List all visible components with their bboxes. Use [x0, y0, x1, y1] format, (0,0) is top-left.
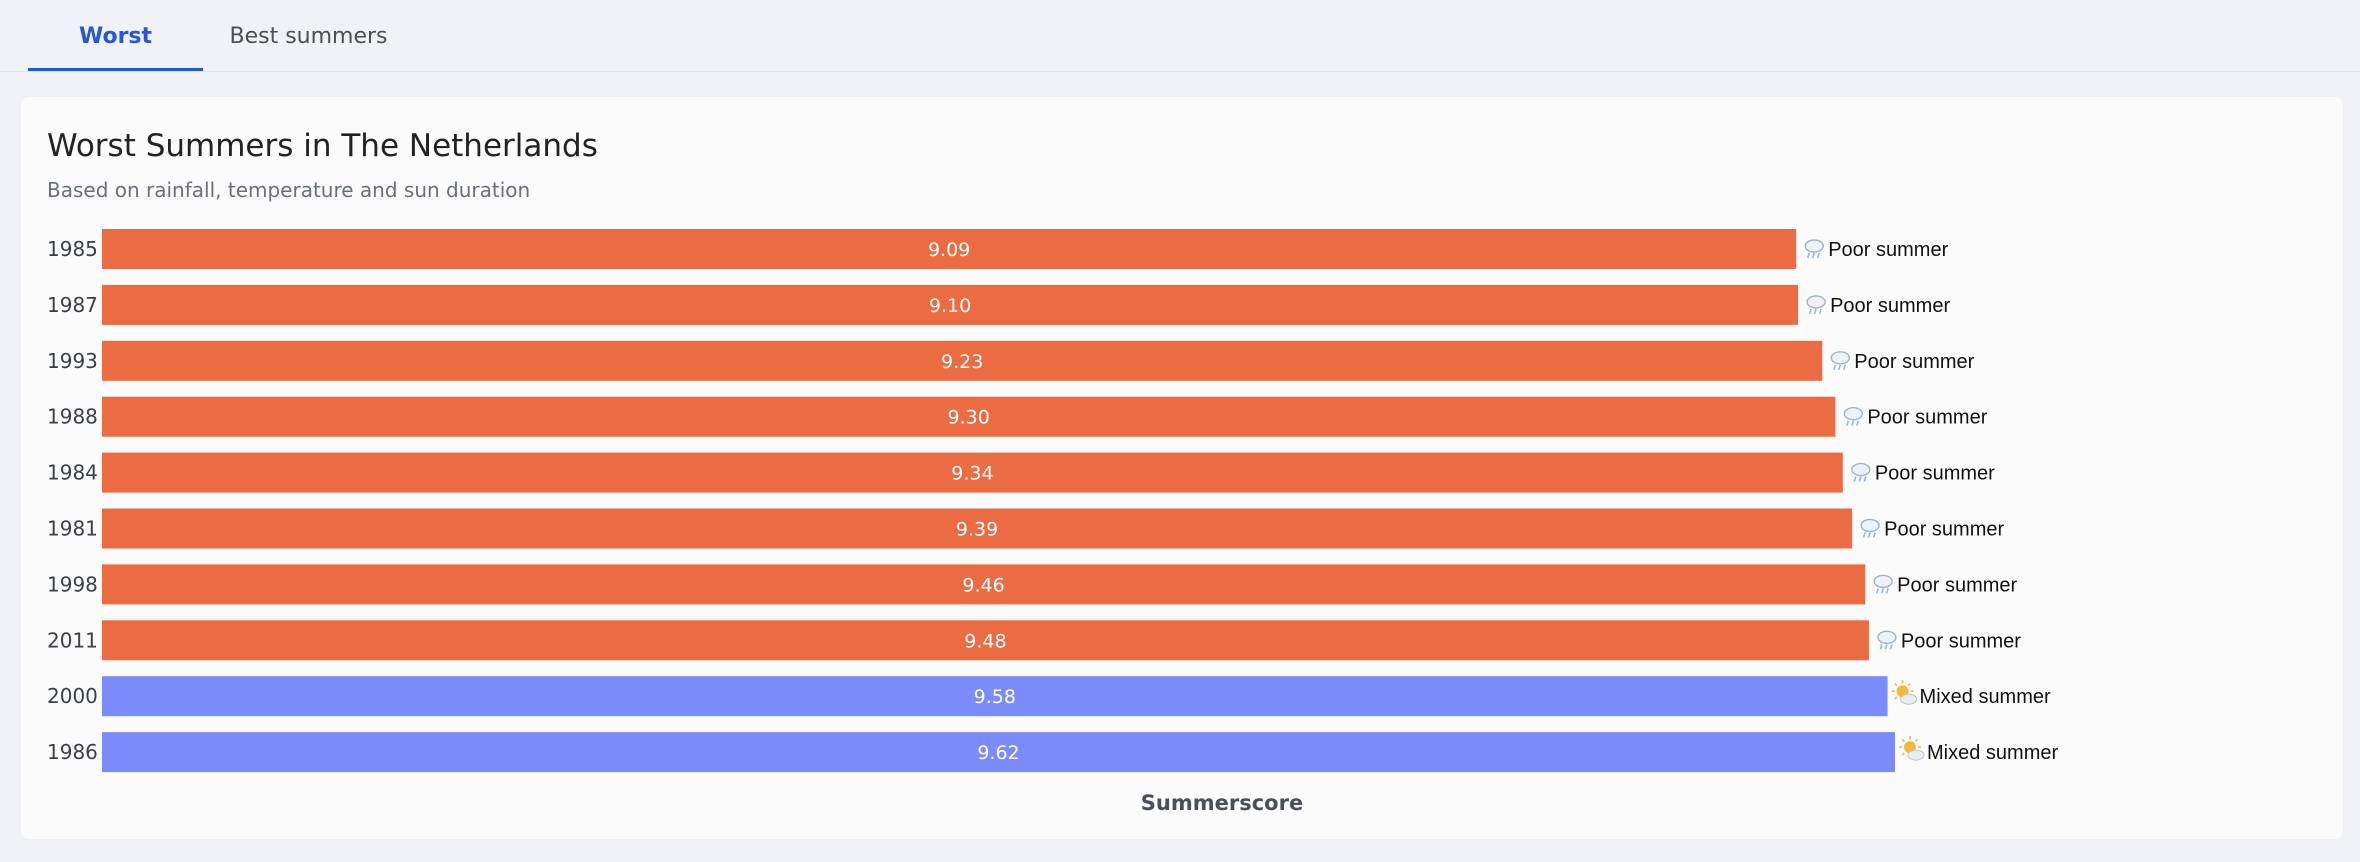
- y-tick-label: 1988: [47, 405, 98, 429]
- bar[interactable]: [102, 732, 1895, 773]
- rain-cloud-icon: [1860, 518, 1880, 538]
- bar-value-label: 9.62: [977, 742, 1019, 764]
- class-label: Poor summer: [1884, 519, 2004, 541]
- bar-value-label: 9.23: [941, 351, 983, 373]
- bar-value-label: 9.10: [929, 295, 971, 317]
- y-tick-label: 1984: [47, 461, 98, 485]
- active-tab-indicator: [28, 68, 203, 71]
- y-tick-label: 1986: [47, 740, 98, 764]
- class-label: Poor summer: [1897, 574, 2017, 596]
- y-tick-label: 1987: [47, 293, 98, 317]
- bar[interactable]: [102, 284, 1799, 325]
- class-label: Poor summer: [1830, 295, 1950, 317]
- class-label: Poor summer: [1828, 239, 1948, 261]
- bar[interactable]: [102, 620, 1869, 661]
- class-label: Poor summer: [1875, 463, 1995, 485]
- x-axis-label: Summerscore: [1141, 791, 1303, 815]
- bar[interactable]: [102, 229, 1797, 269]
- class-label: Poor summer: [1901, 630, 2021, 652]
- bar[interactable]: [102, 564, 1866, 605]
- bar-value-label: 9.09: [928, 239, 970, 261]
- chart-title: Worst Summers in The Netherlands: [47, 128, 598, 164]
- bar[interactable]: [102, 676, 1888, 717]
- y-tick-label: 1985: [47, 237, 98, 261]
- rain-cloud-icon: [1873, 574, 1893, 594]
- y-tick-label: 1993: [47, 349, 98, 373]
- y-tick-label: 1981: [47, 517, 98, 541]
- rain-cloud-icon: [1804, 239, 1824, 259]
- bar-value-label: 9.48: [964, 630, 1006, 652]
- rain-cloud-icon: [1843, 407, 1864, 426]
- y-tick-label: 1998: [47, 572, 98, 596]
- rain-cloud-icon: [1851, 462, 1871, 482]
- class-label: Mixed summer: [1920, 686, 2051, 708]
- bar-value-label: 9.30: [948, 407, 990, 429]
- class-label: Poor summer: [1854, 351, 1974, 373]
- bar-value-label: 9.46: [962, 574, 1004, 596]
- bar[interactable]: [102, 340, 1823, 381]
- rain-cloud-icon: [1877, 630, 1897, 650]
- class-label: Mixed summer: [1927, 742, 2058, 764]
- rain-cloud-icon: [1830, 351, 1851, 371]
- class-label: Poor summer: [1867, 407, 1987, 429]
- rain-cloud-icon: [1806, 295, 1826, 315]
- sun-cloud-icon: [1899, 736, 1925, 761]
- bar-value-label: 9.34: [951, 463, 993, 485]
- tab-best-summers[interactable]: Best summers: [229, 24, 388, 49]
- y-tick-label: 2011: [47, 628, 98, 652]
- bar[interactable]: [102, 396, 1836, 437]
- bar[interactable]: [102, 452, 1843, 493]
- bar-value-label: 9.39: [956, 519, 998, 541]
- sun-cloud-icon: [1891, 680, 1918, 705]
- bar-value-label: 9.58: [974, 686, 1016, 708]
- y-tick-label: 2000: [47, 684, 98, 708]
- bar[interactable]: [102, 508, 1853, 549]
- chart-subtitle: Based on rainfall, temperature and sun d…: [47, 178, 531, 202]
